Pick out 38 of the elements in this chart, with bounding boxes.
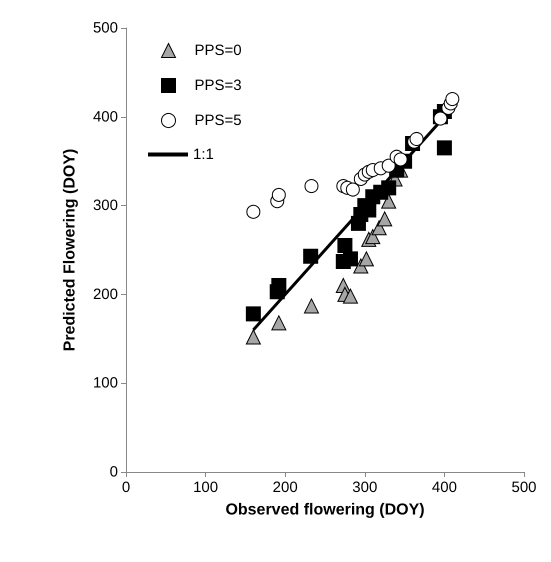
x-axis-title: Observed flowering (DOY) <box>225 502 425 518</box>
point <box>304 298 319 314</box>
x-tick-label: 200 <box>272 479 298 496</box>
x-tick-label: 500 <box>511 479 537 496</box>
y-tick-label: 200 <box>92 286 118 303</box>
point <box>346 182 360 197</box>
y-tick-label: 400 <box>92 108 118 126</box>
point <box>436 140 452 156</box>
point <box>358 251 374 266</box>
point <box>377 211 392 226</box>
y-axis-title: Predicted Flowering (DOY) <box>62 148 78 352</box>
legend-label: PPS=0 <box>194 42 242 59</box>
point <box>381 180 396 196</box>
point <box>272 188 286 202</box>
point <box>410 132 424 146</box>
legend-label: 1:1 <box>193 146 214 163</box>
point <box>394 152 408 166</box>
legend-label: PPS=5 <box>194 112 242 129</box>
legend-label: PPS=3 <box>194 77 242 94</box>
y-tick-label: 100 <box>92 374 118 392</box>
point <box>382 158 396 173</box>
point <box>337 238 352 254</box>
point <box>381 194 396 209</box>
y-tick-label: 300 <box>92 197 118 214</box>
point <box>246 306 261 322</box>
point <box>342 288 358 304</box>
x-tick-label: 0 <box>122 479 130 496</box>
point <box>445 92 460 106</box>
y-tick-label: 500 <box>92 20 118 36</box>
point <box>271 315 286 330</box>
point <box>303 248 318 264</box>
point <box>342 251 358 266</box>
x-tick-label: 100 <box>193 479 218 496</box>
point <box>246 330 261 345</box>
x-tick-label: 400 <box>432 479 457 496</box>
point <box>271 278 286 294</box>
y-tick-label: 0 <box>110 464 118 480</box>
x-tick-label: 300 <box>352 479 378 496</box>
